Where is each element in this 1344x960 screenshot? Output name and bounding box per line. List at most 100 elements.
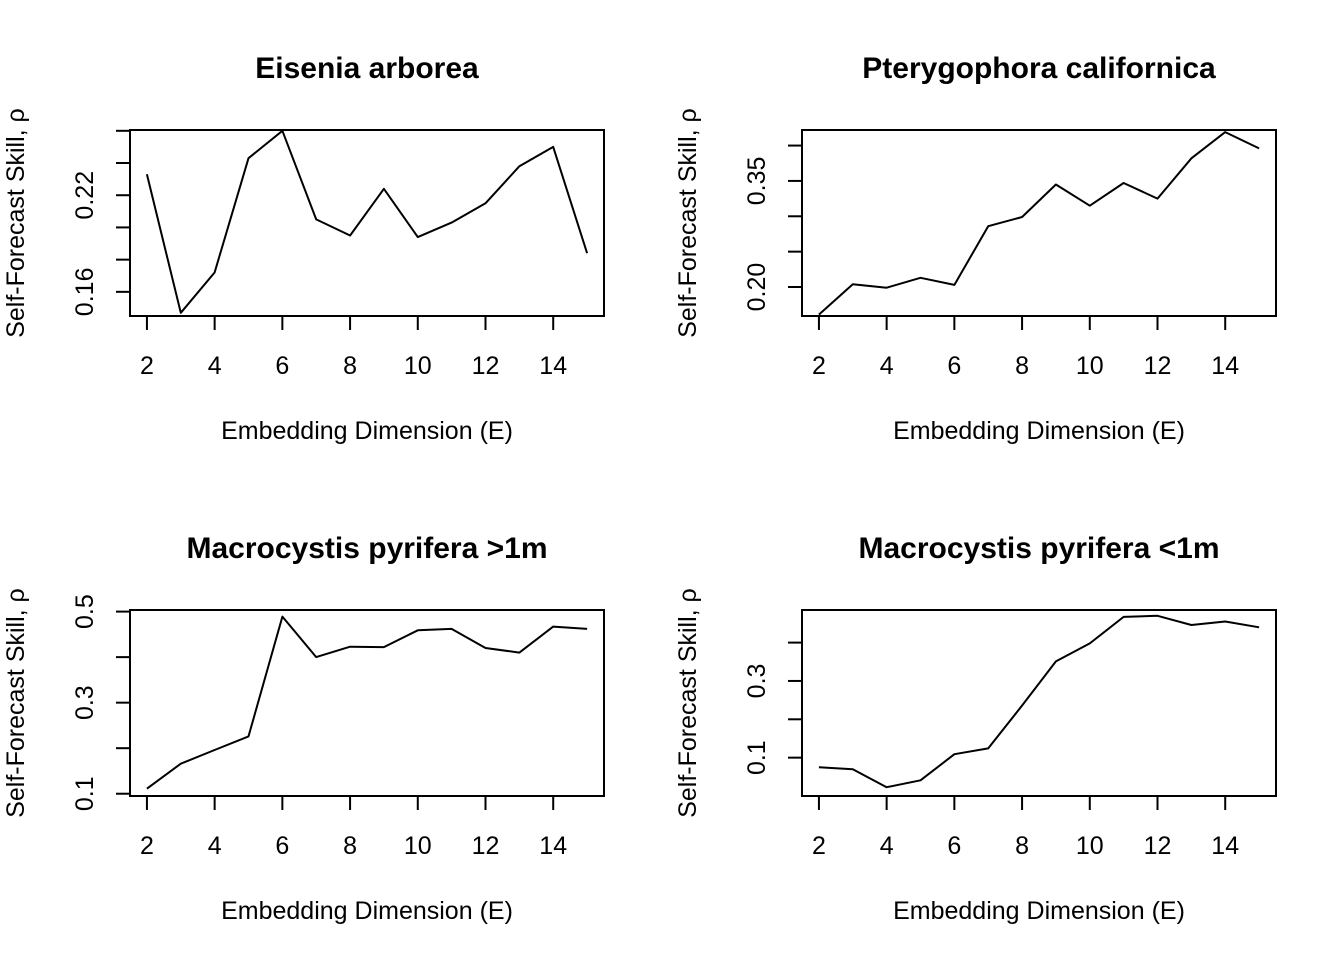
- x-axis-label: Embedding Dimension (E): [221, 897, 513, 925]
- x-tick-label: 10: [404, 352, 432, 380]
- x-tick-label: 4: [880, 832, 894, 860]
- y-axis-label: Self-Forecast Skill, ρ: [2, 108, 30, 338]
- data-point: [552, 626, 554, 628]
- data-point: [953, 284, 955, 286]
- x-tick-label: 2: [812, 352, 826, 380]
- data-point: [1157, 615, 1159, 617]
- data-point: [518, 652, 520, 654]
- x-tick-label: 8: [343, 352, 357, 380]
- data-point: [920, 779, 922, 781]
- data-point: [315, 656, 317, 658]
- x-tick-label: 12: [472, 352, 500, 380]
- data-point: [214, 272, 216, 274]
- data-point: [852, 283, 854, 285]
- data-point: [383, 188, 385, 190]
- data-point: [146, 173, 148, 175]
- data-point: [852, 768, 854, 770]
- data-point: [518, 165, 520, 167]
- x-tick-label: 14: [539, 832, 567, 860]
- data-point: [586, 628, 588, 630]
- x-tick-label: 8: [1015, 352, 1029, 380]
- series-line-1: [818, 614, 1260, 789]
- x-tick-label: 10: [1076, 832, 1104, 860]
- data-point: [349, 646, 351, 648]
- x-tick-label: 10: [1076, 352, 1104, 380]
- data-point: [451, 628, 453, 630]
- data-point: [1190, 157, 1192, 159]
- x-tick-label: 2: [140, 832, 154, 860]
- x-tick-label: 10: [404, 832, 432, 860]
- chart-panel-1: Eisenia arborea 2 4 6 8 10 12 14 0.16 0.22 Embeddi…: [2, 52, 605, 445]
- series-line-1: [818, 131, 1260, 316]
- data-point: [146, 788, 148, 790]
- plot-frame: [801, 609, 1277, 797]
- x-tick-label: 6: [947, 832, 961, 860]
- data-point: [886, 786, 888, 788]
- data-point: [248, 157, 250, 159]
- x-tick-label: 6: [275, 832, 289, 860]
- data-point: [1089, 205, 1091, 207]
- y-tick-label: 0.16: [71, 268, 99, 317]
- data-point: [1224, 621, 1226, 623]
- chart-panel-3: Macrocystis pyrifera >1m 2 4 6 8 10 12 14 0.1 0.3…: [2, 532, 605, 925]
- data-point: [886, 287, 888, 289]
- y-tick-label: 0.20: [743, 263, 771, 312]
- plot-frame: [801, 129, 1277, 317]
- data-point: [1021, 216, 1023, 218]
- data-point: [920, 277, 922, 279]
- y-axis-label: Self-Forecast Skill, ρ: [674, 588, 702, 818]
- data-point: [818, 766, 820, 768]
- data-point: [451, 222, 453, 224]
- data-point: [987, 747, 989, 749]
- data-point: [953, 753, 955, 755]
- data-point: [281, 130, 283, 132]
- chart-title: Eisenia arborea: [255, 52, 479, 85]
- x-tick-label: 6: [947, 352, 961, 380]
- x-tick-label: 14: [1211, 832, 1239, 860]
- x-tick-label: 4: [880, 352, 894, 380]
- data-point: [248, 735, 250, 737]
- data-point: [552, 146, 554, 148]
- y-tick-label: 0.1: [743, 740, 771, 775]
- data-point: [485, 647, 487, 649]
- plot-frame: [129, 609, 605, 797]
- y-axis-label: Self-Forecast Skill, ρ: [2, 588, 30, 818]
- data-point: [1055, 660, 1057, 662]
- data-point: [180, 763, 182, 765]
- y-tick-label: 0.22: [71, 171, 99, 220]
- x-tick-label: 2: [140, 352, 154, 380]
- data-point: [1021, 704, 1023, 706]
- series-line-1: [146, 615, 588, 790]
- y-tick-label: 0.1: [71, 776, 99, 811]
- x-tick-label: 12: [1144, 832, 1172, 860]
- chart-panel-4: Macrocystis pyrifera <1m 2 4 6 8 10 12 14 0.1 0.3…: [674, 532, 1277, 925]
- chart-title: Macrocystis pyrifera >1m: [186, 532, 547, 565]
- x-tick-label: 8: [343, 832, 357, 860]
- data-point: [1224, 131, 1226, 133]
- data-point: [349, 234, 351, 236]
- x-axis-label: Embedding Dimension (E): [893, 897, 1185, 925]
- data-point: [586, 252, 588, 254]
- x-tick-label: 4: [208, 352, 222, 380]
- x-tick-label: 2: [812, 832, 826, 860]
- data-point: [1258, 626, 1260, 628]
- y-tick-label: 0.3: [743, 664, 771, 699]
- x-tick-label: 14: [1211, 352, 1239, 380]
- data-point: [1123, 182, 1125, 184]
- x-tick-label: 6: [275, 352, 289, 380]
- data-point: [485, 202, 487, 204]
- data-point: [180, 312, 182, 314]
- data-point: [1055, 183, 1057, 185]
- chart-title: Pterygophora californica: [862, 52, 1216, 85]
- data-point: [1190, 624, 1192, 626]
- x-tick-label: 12: [1144, 352, 1172, 380]
- data-point: [987, 225, 989, 227]
- x-axis-label: Embedding Dimension (E): [893, 417, 1185, 445]
- chart-panel-2: Pterygophora californica 2 4 6 8 10 12 14 0.20 0.…: [674, 52, 1277, 445]
- data-point: [383, 646, 385, 648]
- y-tick-label: 0.35: [743, 157, 771, 206]
- y-tick-label: 0.5: [71, 594, 99, 629]
- series-line-1: [145, 129, 589, 314]
- y-axis-label: Self-Forecast Skill, ρ: [674, 108, 702, 338]
